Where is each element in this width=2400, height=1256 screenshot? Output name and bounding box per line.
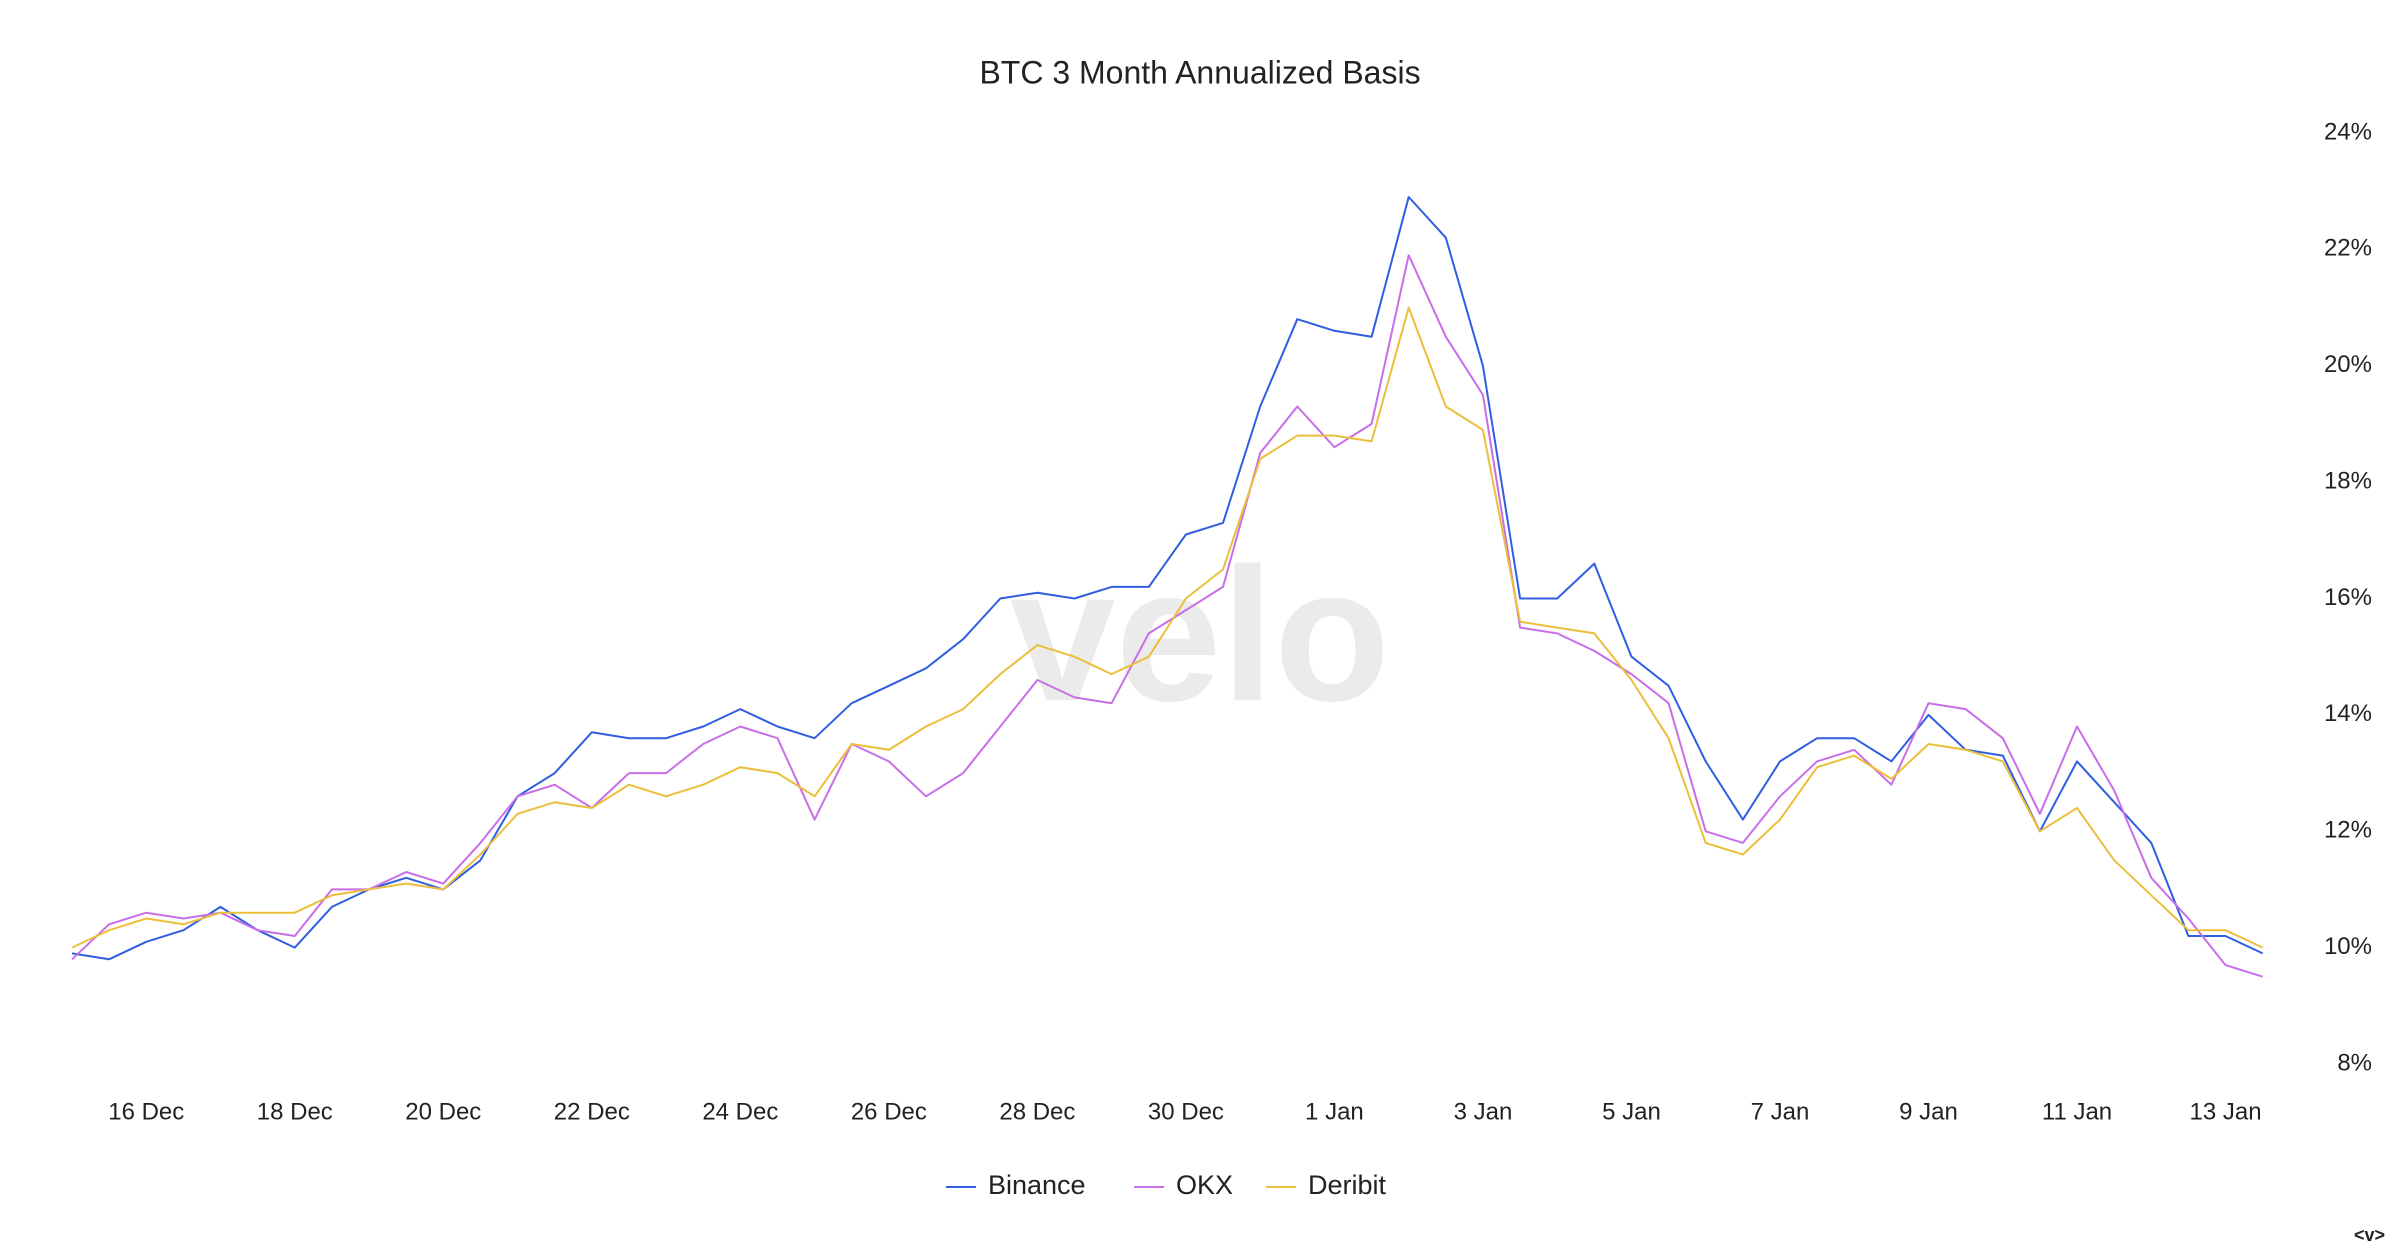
x-tick-label: 9 Jan <box>1899 1098 1958 1125</box>
x-tick-label: 7 Jan <box>1751 1098 1810 1125</box>
x-tick-label: 18 Dec <box>257 1098 333 1125</box>
series-line <box>71 306 2264 949</box>
y-tick-label: 20% <box>2324 351 2372 378</box>
y-tick-label: 14% <box>2324 700 2372 727</box>
x-tick-label: 26 Dec <box>851 1098 927 1125</box>
x-tick-label: 5 Jan <box>1602 1098 1661 1125</box>
x-tick-label: 3 Jan <box>1454 1098 1513 1125</box>
legend-label: Binance <box>988 1170 1086 1200</box>
watermark: velo <box>1010 529 1390 741</box>
legend-label: Deribit <box>1308 1170 1387 1200</box>
y-tick-label: 8% <box>2337 1049 2372 1076</box>
x-tick-label: 24 Dec <box>702 1098 778 1125</box>
x-tick-label: 28 Dec <box>999 1098 1075 1125</box>
y-tick-label: 18% <box>2324 467 2372 494</box>
chart-title: BTC 3 Month Annualized Basis <box>979 54 1420 90</box>
x-tick-label: 1 Jan <box>1305 1098 1364 1125</box>
x-tick-label: 30 Dec <box>1148 1098 1224 1125</box>
y-tick-label: 16% <box>2324 584 2372 611</box>
x-tick-label: 11 Jan <box>2042 1098 2112 1125</box>
x-tick-label: 20 Dec <box>405 1098 481 1125</box>
y-tick-label: 24% <box>2324 118 2372 145</box>
footer-mark: <v> <box>2354 1225 2385 1245</box>
x-tick-label: 13 Jan <box>2190 1098 2262 1125</box>
legend-label: OKX <box>1176 1170 1233 1200</box>
series-line <box>71 254 2263 978</box>
y-tick-label: 10% <box>2324 933 2372 960</box>
x-tick-label: 16 Dec <box>108 1098 184 1125</box>
y-tick-label: 22% <box>2324 235 2372 262</box>
y-tick-label: 12% <box>2324 817 2372 844</box>
x-tick-label: 22 Dec <box>554 1098 630 1125</box>
